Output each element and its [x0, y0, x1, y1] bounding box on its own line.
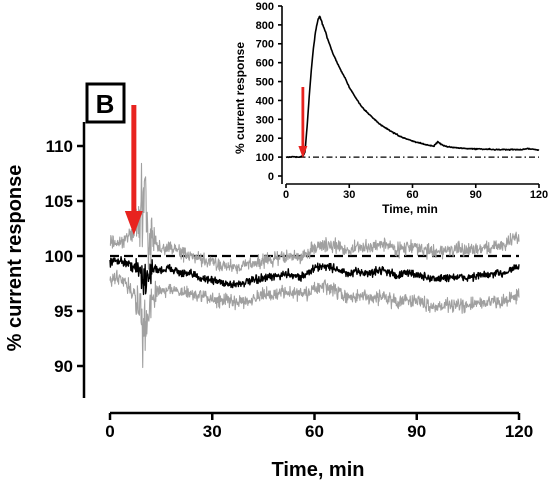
- inset-y-axis-label: % current response: [233, 42, 247, 154]
- main-series-lower_error: [109, 269, 520, 369]
- inset-series-series: [285, 15, 540, 159]
- main-x-axis-label: Time, min: [272, 459, 365, 481]
- inset-x-tick-label: 120: [530, 189, 548, 201]
- inset-arrow: [298, 87, 308, 158]
- main-series-upper_error: [109, 162, 520, 275]
- main-y-tick-label: 100: [45, 247, 73, 266]
- inset-y-tick-label: 800: [256, 20, 274, 32]
- main-x-tick-label: 30: [203, 422, 222, 441]
- inset-x-tick-label: 0: [283, 189, 289, 201]
- main-y-tick-label: 105: [45, 192, 73, 211]
- inset-x-axis-label: Time, min: [382, 202, 438, 216]
- main-y-tick-label: 110: [46, 137, 73, 156]
- main-x-tick-label: 90: [407, 422, 426, 441]
- inset-y-tick-label: 700: [256, 39, 274, 51]
- main-x-tick-label: 60: [305, 422, 324, 441]
- inset-y-tick-label: 500: [256, 77, 274, 89]
- main-y-tick-label: 90: [54, 357, 73, 376]
- inset-y-tick-label: 400: [256, 95, 274, 107]
- inset-y-tick-label: 100: [256, 152, 274, 164]
- inset-y-tick-label: 600: [256, 58, 274, 70]
- main-y-tick-label: 95: [54, 302, 73, 321]
- inset-x-tick-label: 90: [470, 189, 482, 201]
- inset-chart: 0 30 60 90 120 0 100 200 300 400 500 600 700 800 900 T…: [233, 1, 548, 216]
- main-chart: 0 30 60 90 120 90 95 100 105 110 Time, min % curr…: [4, 105, 533, 481]
- inset-y-tick-label: 300: [256, 114, 274, 126]
- inset-background: [284, 4, 546, 180]
- inset-series-group: [285, 15, 540, 159]
- main-x-tick-label: 120: [505, 422, 533, 441]
- main-arrow: [124, 105, 143, 235]
- main-series-group: [109, 162, 520, 369]
- main-arrow-head: [124, 211, 143, 235]
- main-x-tick-label: 0: [105, 422, 114, 441]
- inset-y-tick-label: 0: [268, 171, 274, 183]
- inset-x-tick-label: 30: [343, 189, 355, 201]
- inset-x-tick-label: 60: [406, 189, 418, 201]
- inset-arrow-head: [298, 146, 308, 158]
- inset-tick-group: 0 30 60 90 120 0 100 200 300 400 500 600 700 800 900: [256, 1, 549, 201]
- main-tick-group: 0 30 60 90 120 90 95 100 105 110: [45, 137, 534, 441]
- panel-label-text: B: [96, 89, 115, 119]
- inset-y-tick-label: 900: [256, 1, 274, 13]
- panel-label: B: [85, 82, 126, 124]
- inset-y-tick-label: 200: [256, 133, 274, 145]
- main-y-axis-label: % current response: [4, 165, 26, 352]
- main-series-mean: [109, 256, 520, 296]
